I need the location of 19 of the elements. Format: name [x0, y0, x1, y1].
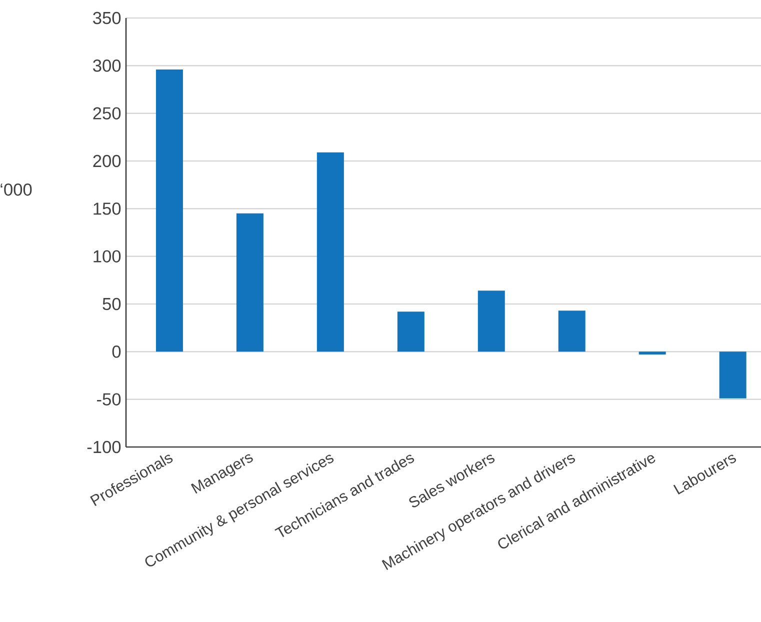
bar [397, 312, 424, 352]
bar [558, 310, 586, 352]
bar [719, 352, 746, 398]
y-tick-label: 100 [94, 250, 121, 262]
y-tick-label: 300 [93, 60, 121, 72]
y-tick-label: 0 [112, 346, 121, 358]
bar [316, 152, 344, 352]
bar [156, 69, 183, 352]
bar [638, 352, 666, 355]
y-tick-label: 250 [93, 107, 121, 120]
y-tick-label: 200 [93, 154, 121, 168]
y-axis-title: ‘000 [0, 183, 32, 196]
bar [478, 290, 505, 352]
bar [236, 213, 264, 352]
y-tick-label: 150 [94, 202, 121, 215]
y-tick-label: 50 [102, 298, 121, 310]
y-tick-label: 350 [93, 12, 121, 24]
y-tick-label: -50 [97, 393, 121, 406]
y-tick-label: -100 [87, 440, 121, 454]
